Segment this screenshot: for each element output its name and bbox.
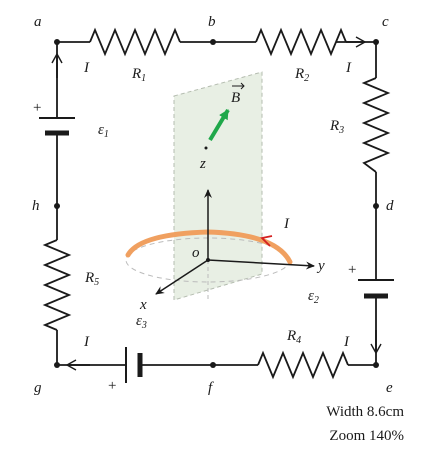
junction-dots bbox=[54, 39, 379, 368]
width-info: Width 8.6cm bbox=[326, 404, 404, 420]
field-vector-mark bbox=[232, 82, 245, 90]
loop-current-arrow bbox=[260, 235, 273, 247]
plus-sign-e3: + bbox=[108, 378, 116, 394]
node-label-h: h bbox=[32, 198, 40, 214]
node-label-d: d bbox=[386, 198, 394, 214]
axis-label-y: y bbox=[316, 258, 325, 274]
zoom-info: Zoom 140% bbox=[329, 428, 404, 444]
origin-dot bbox=[206, 258, 210, 262]
plus-sign-e2: + bbox=[348, 262, 356, 278]
axis-label-x: x bbox=[139, 297, 147, 313]
node-label-a: a bbox=[34, 14, 42, 30]
resistor-label-r2: R2 bbox=[294, 66, 309, 84]
resistor-r1 bbox=[89, 27, 181, 57]
emf-label-e1: ε1 bbox=[98, 122, 109, 140]
resistor-label-r1: R1 bbox=[131, 66, 146, 84]
node-label-g: g bbox=[34, 380, 42, 396]
origin-label: o bbox=[192, 245, 200, 261]
current-label-left: I bbox=[83, 60, 90, 76]
field-plane bbox=[173, 71, 263, 301]
x-axis bbox=[155, 259, 209, 295]
y-axis bbox=[207, 259, 315, 270]
field-arrow bbox=[208, 108, 230, 142]
resistor-r2 bbox=[255, 27, 347, 57]
resistor-r5 bbox=[42, 239, 72, 331]
node-label-c: c bbox=[382, 14, 389, 30]
current-label-bottom-left: I bbox=[83, 334, 90, 350]
current-label-right: I bbox=[345, 60, 352, 76]
resistor-r4 bbox=[257, 350, 349, 380]
resistor-label-r5: R5 bbox=[84, 270, 99, 288]
node-label-b: b bbox=[208, 14, 216, 30]
emf-label-e3: ε3 bbox=[136, 313, 147, 331]
emf-label-e2: ε2 bbox=[308, 288, 319, 306]
resistor-r3 bbox=[361, 77, 391, 173]
axis-label-z: z bbox=[199, 156, 206, 172]
current-label-bottom-right: I bbox=[343, 334, 350, 350]
z-top-dot bbox=[204, 146, 208, 150]
current-label-loop: I bbox=[283, 216, 290, 232]
resistor-label-r3: R3 bbox=[329, 118, 344, 136]
plus-sign-e1: + bbox=[33, 100, 41, 116]
field-label-b: B bbox=[231, 90, 240, 106]
node-label-f: f bbox=[208, 380, 214, 396]
resistor-label-r4: R4 bbox=[286, 328, 301, 346]
node-label-e: e bbox=[386, 380, 393, 396]
